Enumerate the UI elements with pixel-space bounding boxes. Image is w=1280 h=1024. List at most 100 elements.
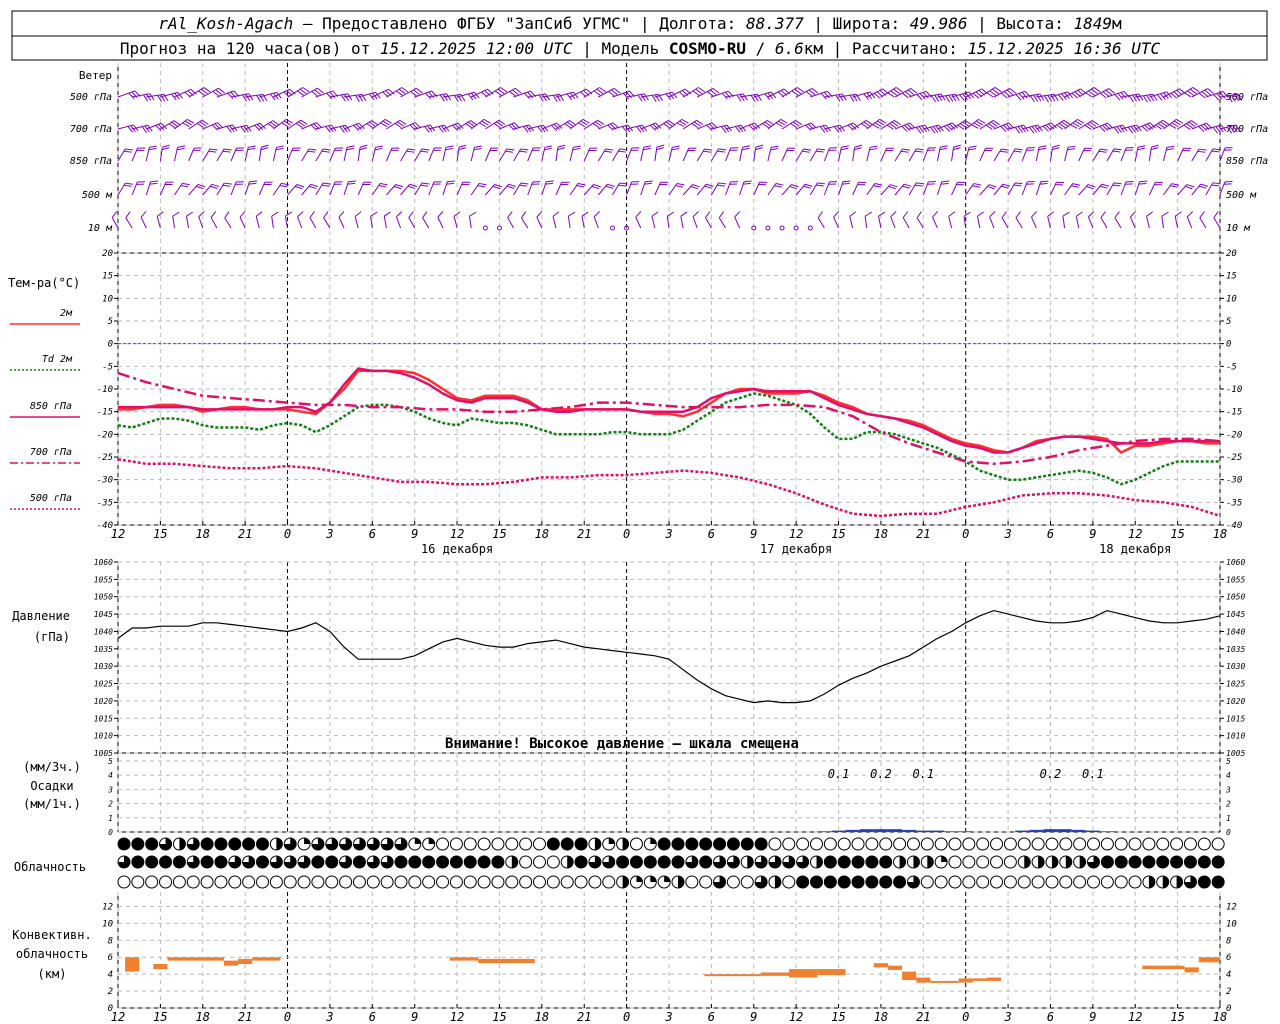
cloud-circle — [685, 875, 699, 889]
wind-barb-feather — [143, 94, 149, 102]
wind-barb-feather — [285, 211, 292, 217]
cloud-fill — [1148, 876, 1155, 888]
wind-barb-feather — [1099, 185, 1108, 189]
wind-barb-feather — [498, 119, 506, 125]
cloud-fill — [838, 856, 851, 868]
legend-label: 2м — [60, 308, 73, 319]
tick-label: 10 — [102, 919, 113, 929]
wind-barb-feather — [681, 118, 689, 124]
wind-barb-shaft — [408, 217, 416, 229]
wind-barb-feather — [123, 150, 132, 153]
wind-barb-feather — [1170, 92, 1178, 99]
wind-barb-feather — [321, 184, 330, 187]
cloud-circle — [297, 875, 311, 889]
wind-barb-feather — [415, 87, 423, 94]
cloud-circle — [823, 837, 837, 851]
wind-barb-feather — [873, 92, 881, 99]
cloud-fill — [353, 856, 366, 868]
wind-barb-feather — [259, 94, 265, 102]
cloud-fill — [201, 838, 214, 850]
tick-label: -40 — [97, 521, 113, 531]
wind-barb-feather — [218, 87, 225, 94]
time-label: 12 — [450, 527, 464, 541]
wind-barb-feather — [141, 126, 148, 133]
wind-barb-feather — [1112, 184, 1121, 187]
cloud-circle — [879, 837, 893, 851]
cloud-fill — [768, 856, 781, 868]
wind-barb-feather — [1090, 88, 1098, 94]
wind-barb-feather — [308, 148, 317, 151]
cloud-fill — [810, 876, 823, 888]
cloud-fill — [1101, 856, 1114, 868]
convective-bar — [704, 974, 761, 977]
wind-barb-shaft — [878, 216, 882, 229]
wind-barb-feather — [887, 92, 895, 98]
cloud-circle — [1128, 875, 1142, 889]
wind-barb-feather — [524, 92, 530, 100]
time-label: 21 — [238, 1010, 252, 1024]
wind-level-label: 500 гПа — [1226, 92, 1268, 103]
cloud-circle — [740, 875, 754, 889]
cloud-fill — [1065, 856, 1072, 868]
time-label: 18 — [874, 527, 888, 541]
wind-barb-feather — [323, 211, 329, 219]
cloud-circle — [962, 837, 976, 851]
wind-barb-feather — [1084, 124, 1092, 130]
wind-barb-feather — [1127, 126, 1134, 134]
wind-barb-feather — [865, 119, 873, 126]
wind-barb-feather — [656, 144, 665, 148]
wind-barb-feather — [977, 211, 984, 217]
precip-bar — [1071, 829, 1086, 832]
wind-barb-feather — [691, 123, 699, 129]
tick-label: 10 — [1226, 919, 1237, 929]
tick-label: 1010 — [94, 732, 113, 741]
time-label: 0 — [623, 1010, 630, 1024]
wind-barb-feather — [679, 120, 687, 126]
wind-level-label: 850 гПа — [1226, 156, 1268, 167]
tick-label: 2 — [1226, 987, 1231, 997]
wind-barb-feather — [254, 124, 261, 132]
cloud-circle — [1114, 837, 1128, 851]
wind-barb-feather — [425, 92, 432, 100]
cloud-fill — [304, 838, 311, 844]
wind-barb-feather — [443, 124, 450, 132]
wind-barb-feather — [951, 94, 957, 102]
cloud-fill — [179, 838, 186, 850]
temperature-series-line — [118, 369, 1220, 455]
wind-barb-feather — [157, 95, 163, 103]
wind-barb-feather — [496, 121, 503, 127]
cloud-circle — [422, 875, 436, 889]
wind-title: Ветер — [79, 69, 112, 82]
cloud-fill — [478, 856, 491, 868]
wind-barb-feather — [294, 185, 303, 190]
wind-barb-feather — [347, 93, 353, 101]
wind-barb-feather — [1071, 185, 1079, 188]
wind-barb-feather — [1001, 148, 1009, 151]
cloud-circle — [1059, 837, 1073, 851]
cloud-circle — [962, 875, 976, 889]
wind-barb-feather — [564, 123, 572, 129]
wind-barb-feather — [1001, 185, 1009, 189]
convective-bar — [153, 964, 168, 970]
precip-bar — [916, 830, 931, 832]
cloud-circle — [366, 875, 380, 889]
calm-wind-circle — [807, 225, 813, 231]
wind-barb-feather — [1091, 120, 1099, 126]
wind-barb-feather — [173, 120, 181, 126]
wind-barb-shaft — [916, 217, 924, 229]
cloud-circle — [782, 837, 796, 851]
wind-barb-feather — [247, 147, 256, 151]
precip-annotation: 0.1 — [1082, 767, 1104, 781]
wind-barb-feather — [359, 144, 368, 148]
cloud-fill — [1087, 856, 1100, 868]
tick-label: -35 — [1226, 498, 1242, 508]
time-label: 3 — [325, 527, 333, 541]
wind-barb-feather — [945, 95, 951, 103]
wind-barb-feather — [156, 211, 164, 217]
wind-barb-feather — [1112, 150, 1121, 153]
wind-barb-shaft — [536, 216, 543, 229]
time-label: 21 — [916, 1010, 930, 1024]
wind-barb-feather — [248, 182, 257, 185]
wind-barb-feather — [794, 88, 802, 94]
cloud-fill — [672, 838, 684, 850]
